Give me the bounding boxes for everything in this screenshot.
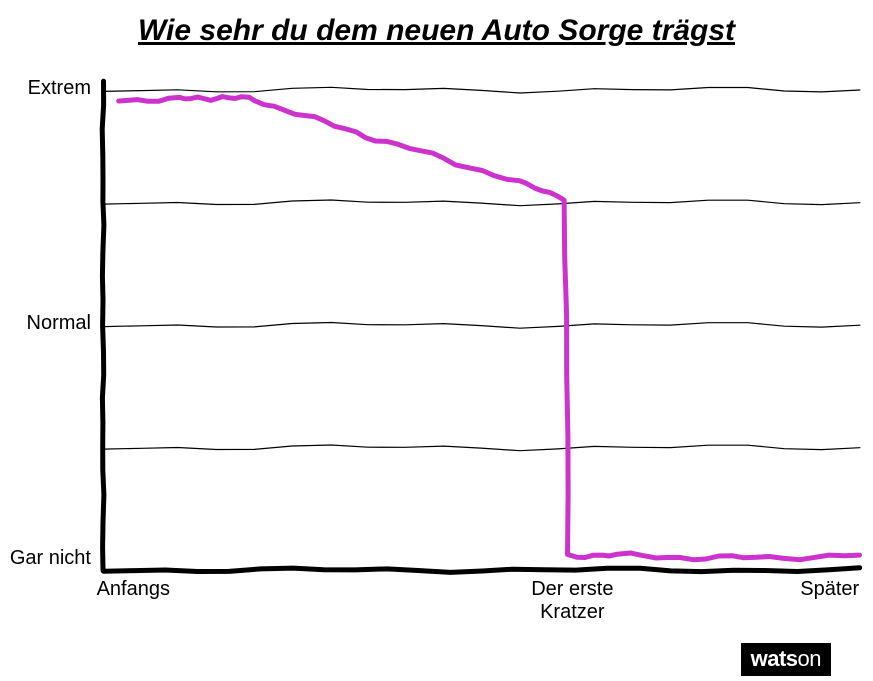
chart-title: Wie sehr du dem neuen Auto Sorge trägst bbox=[0, 14, 873, 48]
page-root: Wie sehr du dem neuen Auto Sorge trägst … bbox=[0, 0, 873, 681]
chart-svg bbox=[0, 70, 873, 630]
x-tick-label: Später bbox=[760, 578, 873, 601]
gridlines bbox=[104, 87, 860, 450]
x-tick-label: Der ersteKratzer bbox=[502, 578, 642, 624]
y-tick-label: Gar nicht bbox=[0, 547, 91, 570]
x-tick-label: Anfangs bbox=[63, 578, 203, 601]
y-tick-label: Normal bbox=[0, 312, 91, 335]
watermark-badge: watson bbox=[741, 643, 831, 676]
y-tick-label: Extrem bbox=[0, 77, 91, 100]
watermark-bold: wats bbox=[751, 646, 798, 671]
chart-container: Extrem Normal Gar nicht Anfangs Der ersteKr… bbox=[0, 70, 873, 630]
watermark-thin: on bbox=[798, 646, 821, 671]
data-line bbox=[119, 97, 860, 560]
